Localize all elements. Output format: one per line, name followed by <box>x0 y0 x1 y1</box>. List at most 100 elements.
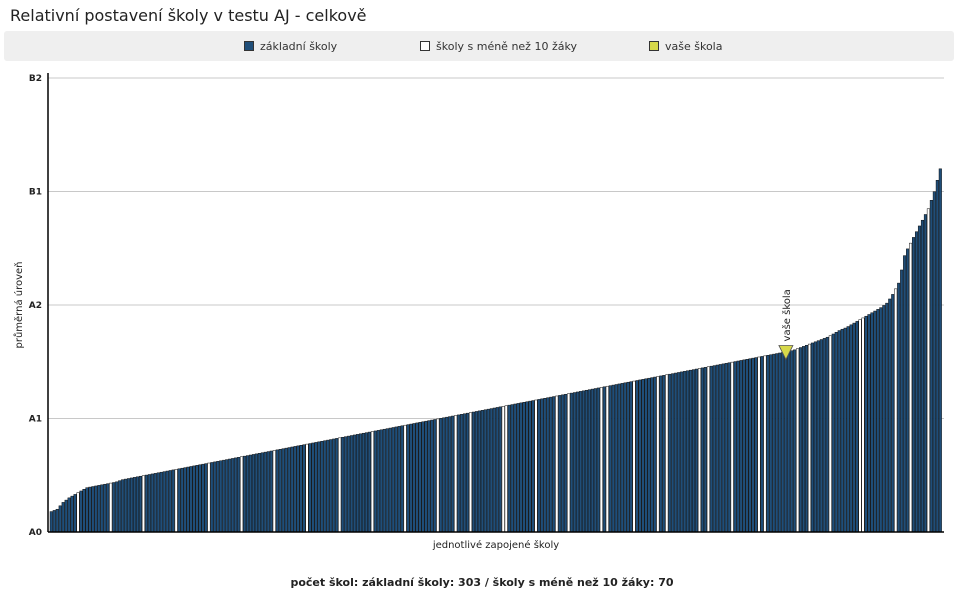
school-bar <box>287 447 291 533</box>
school-bar <box>570 392 574 533</box>
school-bar <box>457 414 461 533</box>
school-bar <box>543 398 547 533</box>
legend-item-male: školy s méně než 10 žáky <box>420 40 577 53</box>
school-bar <box>332 438 336 533</box>
school-bar <box>278 449 282 533</box>
school-bar <box>703 367 707 533</box>
your-school-label: vaše škola <box>781 289 793 341</box>
school-bar <box>736 360 740 533</box>
school-count-footer: počet škol: základní školy: 303 / školy … <box>290 576 674 589</box>
school-bar <box>260 452 264 533</box>
school-bar <box>576 391 580 533</box>
school-bar <box>474 411 479 533</box>
y-tick-label: A0 <box>29 528 42 538</box>
school-bar <box>611 384 615 533</box>
school-bar <box>341 436 345 533</box>
school-bar <box>466 412 470 533</box>
school-bar <box>311 442 315 533</box>
school-bar <box>385 428 389 533</box>
school-bar <box>552 396 556 533</box>
school-bar <box>561 394 565 533</box>
school-bar <box>748 358 752 533</box>
school-bar <box>418 422 422 533</box>
school-bar <box>656 376 660 533</box>
school-bar <box>272 450 276 533</box>
school-bar <box>454 415 458 533</box>
school-bar <box>391 427 395 533</box>
school-bar <box>344 436 348 533</box>
school-bar <box>855 321 859 533</box>
school-bar <box>183 467 187 533</box>
school-bar <box>397 426 401 533</box>
school-bar <box>162 471 166 533</box>
school-bar <box>926 208 930 533</box>
school-bar <box>299 445 303 533</box>
school-bar <box>73 494 77 533</box>
school-bar <box>787 351 791 533</box>
school-bar <box>888 298 892 533</box>
school-bar <box>64 499 68 533</box>
school-bar <box>394 426 398 533</box>
school-bar <box>207 462 211 533</box>
legend-swatch-icon <box>244 41 254 51</box>
school-bar <box>781 352 785 533</box>
school-bar <box>632 380 636 533</box>
school-bar <box>364 432 368 533</box>
school-bar <box>567 393 571 533</box>
school-bar <box>763 355 767 533</box>
school-bar <box>254 453 258 533</box>
school-bar <box>231 458 235 533</box>
school-bar <box>745 359 749 533</box>
school-bar <box>804 344 809 533</box>
school-bar <box>516 403 520 533</box>
school-bar <box>463 413 467 533</box>
school-bar <box>852 322 856 533</box>
school-bar <box>115 481 119 533</box>
school-bar <box>198 464 202 533</box>
school-bar <box>849 324 853 533</box>
school-bar <box>596 387 600 533</box>
school-bar <box>495 407 499 533</box>
school-bar <box>213 461 217 533</box>
school-bar <box>133 477 137 533</box>
school-bar <box>917 225 922 533</box>
school-bar <box>439 418 443 533</box>
school-bar <box>382 428 386 533</box>
school-bar <box>617 383 621 533</box>
school-bar <box>305 443 309 533</box>
school-bar <box>623 382 627 533</box>
school-bar <box>141 475 145 533</box>
legend-label: školy s méně než 10 žáky <box>436 40 577 53</box>
school-bar <box>379 429 383 533</box>
legend-label: vaše škola <box>665 40 723 53</box>
school-bar <box>409 423 413 533</box>
school-bar <box>245 455 250 533</box>
legend: základní školy školy s méně než 10 žáky … <box>4 31 954 61</box>
school-bar <box>894 288 898 533</box>
school-bar <box>644 378 648 533</box>
school-bar <box>85 487 89 533</box>
school-bar <box>864 315 868 533</box>
school-bar <box>522 402 526 533</box>
school-bar <box>79 490 83 533</box>
school-bar <box>58 505 62 533</box>
school-bar <box>91 486 95 533</box>
school-bar <box>177 468 181 533</box>
school-bar <box>124 478 128 533</box>
school-bar <box>870 312 874 533</box>
school-bar <box>885 302 889 533</box>
y-tick-label: B1 <box>29 188 42 198</box>
school-bar <box>320 440 324 533</box>
school-bar <box>730 361 734 533</box>
school-bar <box>573 392 577 533</box>
school-bar <box>266 451 270 533</box>
school-bar <box>507 404 511 533</box>
school-bar <box>647 377 651 533</box>
school-bar <box>477 410 481 533</box>
school-bar <box>638 379 642 533</box>
school-bar <box>471 411 476 533</box>
school-bar <box>427 420 431 533</box>
school-bar <box>769 354 773 533</box>
school-bar <box>882 305 886 533</box>
school-bar <box>76 492 80 533</box>
